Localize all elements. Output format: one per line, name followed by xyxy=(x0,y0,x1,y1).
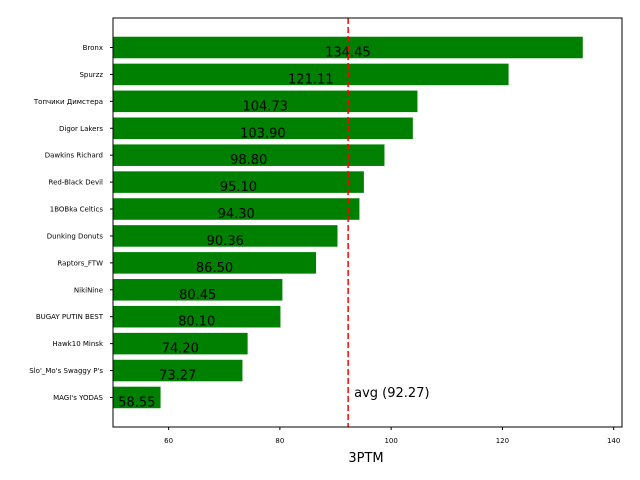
bar-value-label: 58.55 xyxy=(118,395,155,410)
bar xyxy=(113,332,248,355)
x-tick-label: 100 xyxy=(384,437,397,445)
x-axis-title: 3PTM xyxy=(348,451,383,466)
bar xyxy=(113,359,243,382)
bar-value-label: 73.27 xyxy=(159,369,196,384)
bar-value-label: 121.11 xyxy=(288,72,334,87)
average-label: avg (92.27) xyxy=(354,386,429,401)
bar xyxy=(113,63,509,86)
bar-value-label: 98.80 xyxy=(230,153,267,168)
x-tick-label: 120 xyxy=(496,437,509,445)
x-tick-label: 140 xyxy=(607,437,620,445)
bars-group xyxy=(113,36,583,409)
y-tick-label: NikiNine xyxy=(74,286,103,294)
bar xyxy=(113,225,338,247)
y-axis-ticks: Bronx Spurzz Топчики Димстера Digor Lakers D… xyxy=(29,44,113,402)
y-tick-label: Hawk10 Minsk xyxy=(52,340,104,348)
y-tick-label: Spurzz xyxy=(79,71,103,79)
bar-value-label: 80.45 xyxy=(179,288,216,303)
bar xyxy=(113,198,360,220)
y-tick-label: Red-Black Devil xyxy=(49,179,104,187)
bar xyxy=(113,252,317,274)
bar-value-label: 134.45 xyxy=(325,46,371,61)
bar-value-label: 103.90 xyxy=(240,126,286,141)
bar-value-label: 95.10 xyxy=(220,180,257,195)
bar-value-label: 94.30 xyxy=(218,207,255,222)
bar xyxy=(113,305,281,328)
bar-value-label: 86.50 xyxy=(196,261,233,276)
bar xyxy=(113,144,385,166)
y-tick-label: Bronx xyxy=(83,44,103,52)
bar-value-label: 80.10 xyxy=(178,315,215,330)
y-tick-label: 1BOBka Celtics xyxy=(50,206,104,214)
y-tick-label: Digor Lakers xyxy=(59,125,103,133)
y-tick-label: Raptors_FTW xyxy=(57,259,103,267)
bar-value-label: 90.36 xyxy=(207,234,244,249)
bar xyxy=(113,386,161,409)
plot-area xyxy=(113,18,622,427)
y-tick-label: Dunking Donuts xyxy=(47,232,104,240)
x-tick-label: 80 xyxy=(275,437,284,445)
bar xyxy=(113,279,283,301)
y-tick-label: Dawkins Richard xyxy=(45,152,103,160)
bar-value-label: 104.73 xyxy=(242,99,288,114)
y-tick-label: Топчики Димстера xyxy=(33,98,103,106)
bar xyxy=(113,117,413,140)
y-tick-label: BUGAY PUTIN BEST xyxy=(36,313,104,321)
bar xyxy=(113,171,364,193)
plot-frame xyxy=(112,17,623,428)
bar xyxy=(113,90,418,113)
x-axis-ticks: 60 80 100 120 140 xyxy=(164,427,620,445)
y-tick-label: MAGI's YODAS xyxy=(53,394,103,402)
y-tick-label: Slo'_Mo's Swaggy P's xyxy=(29,367,103,375)
x-tick-label: 60 xyxy=(164,437,173,445)
bar-value-label: 74.20 xyxy=(162,342,199,357)
